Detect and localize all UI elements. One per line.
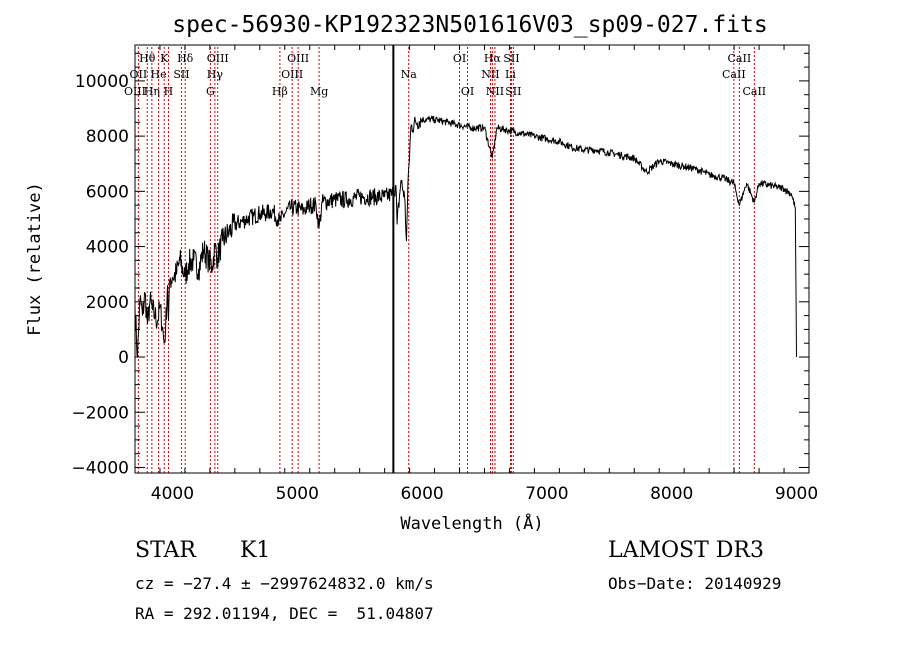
line-label: Na: [401, 68, 418, 81]
y-tick-label: 0: [118, 348, 129, 368]
line-label: Mg: [310, 85, 328, 98]
line-label: Hδ: [177, 52, 194, 65]
line-label: Hβ: [272, 85, 288, 98]
y-tick-label: 8000: [86, 127, 129, 147]
line-label: NII: [486, 85, 504, 98]
y-tick-label: 6000: [86, 182, 129, 202]
x-tick-label: 8000: [650, 484, 693, 504]
survey-name: LAMOST DR3: [608, 538, 764, 563]
y-axis-label: Flux (relative): [25, 182, 45, 336]
x-tick-label: 6000: [400, 484, 443, 504]
line-label: G: [206, 85, 215, 98]
line-label: CaII: [742, 85, 766, 98]
line-label: OI: [453, 52, 466, 65]
line-label: H: [164, 85, 174, 98]
line-label: Hη: [144, 85, 160, 98]
line-label: CaII: [728, 52, 752, 65]
x-axis-ticks: 4000 5000 6000 7000 8000 9000: [134, 45, 818, 504]
y-tick-label: −4000: [71, 458, 129, 478]
object-class: STAR: [135, 538, 196, 563]
line-label: Hγ: [207, 68, 224, 81]
x-axis-label: Wavelength (Å): [400, 512, 543, 534]
line-label: OIII: [207, 52, 229, 65]
line-label: CaII: [722, 68, 746, 81]
x-tick-label: 5000: [276, 484, 319, 504]
line-label: Hθ: [139, 52, 156, 65]
x-tick-label: 7000: [525, 484, 568, 504]
line-label: Hα: [484, 52, 502, 65]
line-label: SII: [505, 85, 521, 98]
x-tick-label: 9000: [775, 484, 818, 504]
coordinates: RA = 292.01194, DEC = 51.04807: [135, 604, 434, 623]
line-label: Li: [505, 68, 516, 81]
line-label: SII: [173, 68, 189, 81]
emission-line-markers: [134, 47, 755, 473]
line-label: OI: [461, 85, 474, 98]
y-tick-label: 4000: [86, 238, 129, 258]
redshift-line: cz = −27.4 ± −2997624832.0 km/s: [135, 574, 434, 593]
y-tick-label: 2000: [86, 293, 129, 313]
y-tick-label: 10000: [75, 72, 129, 92]
obs-date: Obs−Date: 20140929: [608, 574, 782, 593]
line-label: NII: [481, 68, 499, 81]
x-tick-label: 4000: [151, 484, 194, 504]
line-label: OII: [130, 68, 148, 81]
line-label: He: [151, 68, 167, 81]
object-subclass: K1: [240, 538, 271, 563]
y-axis-ticks: −4000 −2000 0 2000 4000 6000 8000 10000: [71, 52, 809, 478]
line-label: OIII: [281, 68, 303, 81]
plot-frame: [134, 44, 810, 474]
line-label: OIII: [287, 52, 309, 65]
spectrum-line: [134, 115, 797, 358]
line-label: K: [160, 52, 169, 65]
y-tick-label: −2000: [71, 403, 129, 423]
line-label: SII: [503, 52, 519, 65]
chart-title: spec-56930-KP192323N501616V03_sp09-027.f…: [172, 12, 767, 38]
